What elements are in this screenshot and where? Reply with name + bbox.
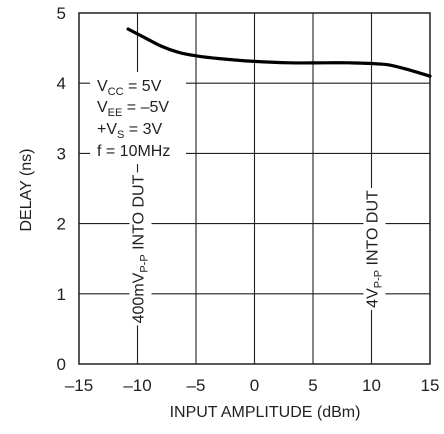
svg-text:400mVP-P INTO DUT: 400mVP-P INTO DUT [131,174,151,323]
condition-frequency: f = 10MHz [97,143,170,160]
x-tick-label: 5 [308,376,317,395]
y-axis-title: DELAY (ns) [18,149,35,232]
annotation-400mv: 400mVP-P INTO DUT [129,172,152,326]
condition-vee: VEE = –5V [97,99,169,119]
y-tick-label: 5 [57,4,66,23]
y-tick-label: 1 [57,285,66,304]
x-tick-labels: –15 –10 –5 0 5 10 15 [65,376,440,395]
condition-vs: +VS = 3V [97,121,162,141]
x-tick-label: 10 [362,376,381,395]
annotation-4v: 4VP-P INTO DUT [363,187,386,310]
svg-text:4VP-P INTO DUT: 4VP-P INTO DUT [365,190,385,308]
x-tick-label: –15 [65,376,93,395]
delay-curve [126,27,432,78]
y-tick-label: 3 [57,144,66,163]
y-tick-labels: 0 1 2 3 4 5 [57,4,66,374]
annotations: 400mVP-P INTO DUT 4VP-P INTO DUT [129,172,386,326]
x-tick-label: 0 [250,376,259,395]
x-axis-title: INPUT AMPLITUDE (dBm) [170,404,361,421]
condition-vcc: VCC = 5V [97,78,162,98]
x-tick-label: –10 [123,376,151,395]
y-tick-label: 4 [57,74,66,93]
y-tick-label: 0 [57,355,66,374]
x-tick-label: 15 [421,376,440,395]
x-tick-label: –5 [187,376,206,395]
conditions-backdrop [90,72,186,164]
plot-frame [78,12,431,365]
y-tick-label: 2 [57,215,66,234]
